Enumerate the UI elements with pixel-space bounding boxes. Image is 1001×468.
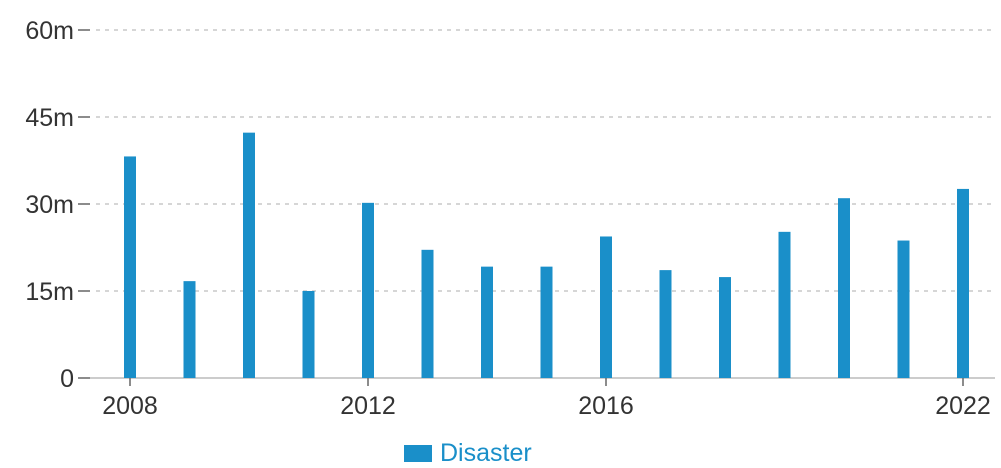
bars [124,133,969,378]
bar-2017 [660,270,672,378]
bar-2016 [600,236,612,378]
x-tick-label-2012: 2012 [340,392,396,420]
y-tick-label-0: 0 [60,365,74,393]
x-tick-label-2008: 2008 [102,392,158,420]
bar-2014 [481,267,493,378]
y-tick-label-45m: 45m [25,104,74,132]
y-axis: 0 15m 30m 45m 60m [25,17,90,393]
y-tick-label-60m: 60m [25,17,74,45]
bar-2019 [779,232,791,378]
bar-2013 [422,250,434,378]
bar-2008 [124,156,136,378]
x-tick-label-2016: 2016 [578,392,634,420]
x-axis: 2008 2012 2016 2022 [102,378,991,420]
legend: Disaster [404,438,532,468]
legend-swatch-disaster [404,445,432,462]
bar-2018 [719,277,731,378]
bar-2021 [898,241,910,378]
y-tick-label-30m: 30m [25,191,74,219]
bar-2010 [243,133,255,378]
bar-2009 [184,281,196,378]
bar-2022 [957,189,969,378]
x-tick-label-2022: 2022 [935,392,991,420]
legend-label-disaster: Disaster [440,438,532,468]
y-tick-label-15m: 15m [25,278,74,306]
bar-2012 [362,203,374,378]
bar-2020 [838,198,850,378]
bar-2011 [303,291,315,378]
bar-2015 [541,267,553,378]
